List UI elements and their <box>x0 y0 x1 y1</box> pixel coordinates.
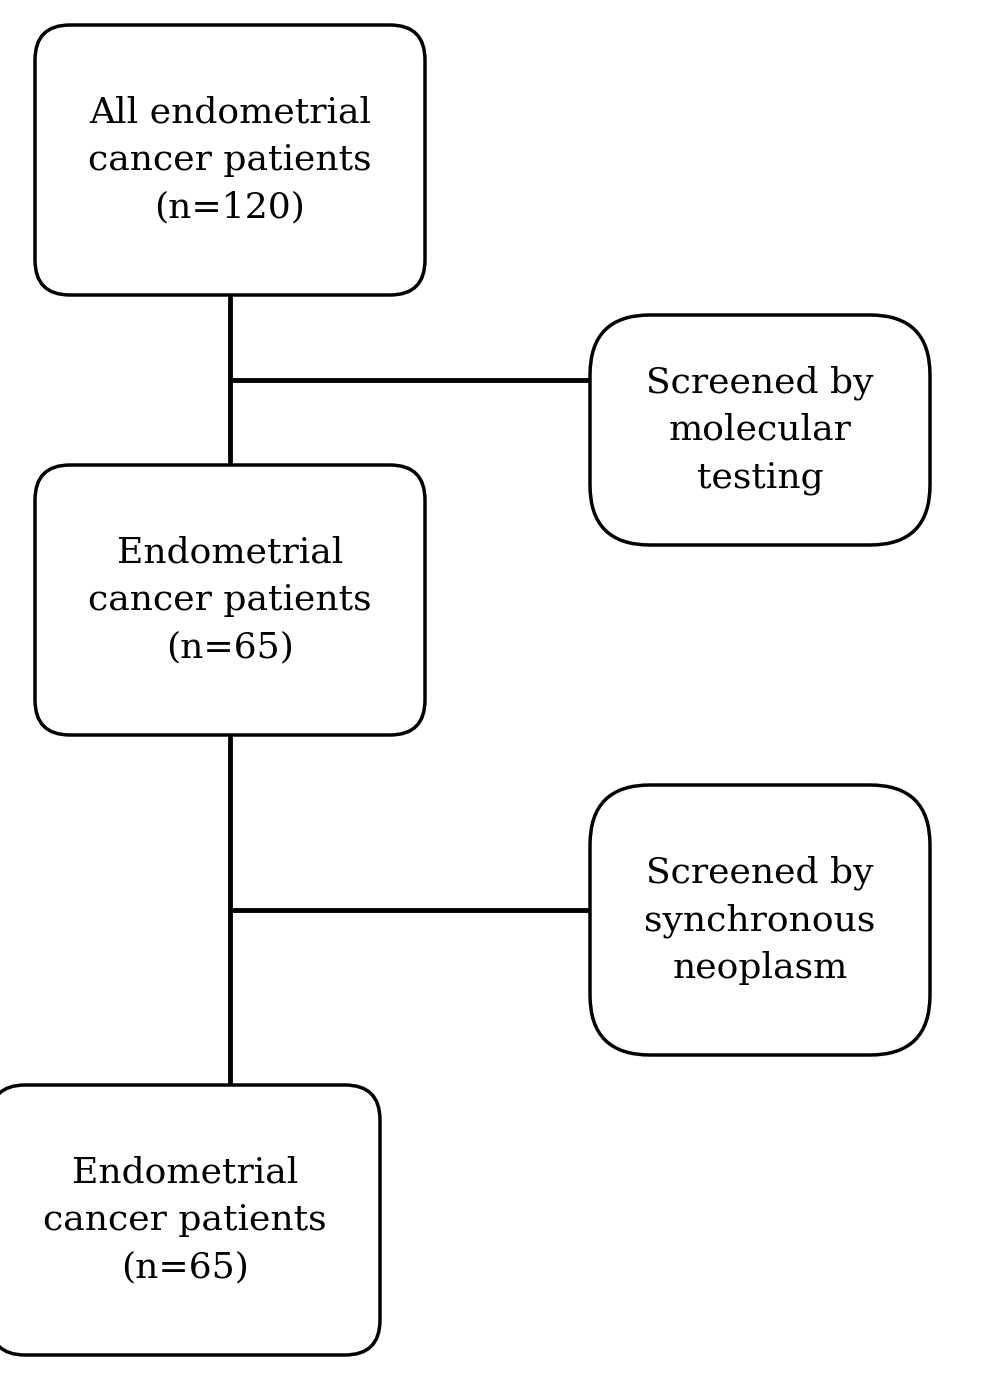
Text: All endometrial
cancer patients
(n=120): All endometrial cancer patients (n=120) <box>89 96 372 225</box>
FancyBboxPatch shape <box>590 316 930 545</box>
FancyBboxPatch shape <box>35 25 425 295</box>
FancyBboxPatch shape <box>590 785 930 1055</box>
Text: Screened by
molecular
testing: Screened by molecular testing <box>646 366 874 495</box>
FancyBboxPatch shape <box>35 466 425 735</box>
FancyBboxPatch shape <box>0 1086 380 1355</box>
Text: Endometrial
cancer patients
(n=65): Endometrial cancer patients (n=65) <box>89 535 372 664</box>
Text: Endometrial
cancer patients
(n=65): Endometrial cancer patients (n=65) <box>43 1155 327 1284</box>
Text: Screened by
synchronous
neoplasm: Screened by synchronous neoplasm <box>644 855 875 986</box>
